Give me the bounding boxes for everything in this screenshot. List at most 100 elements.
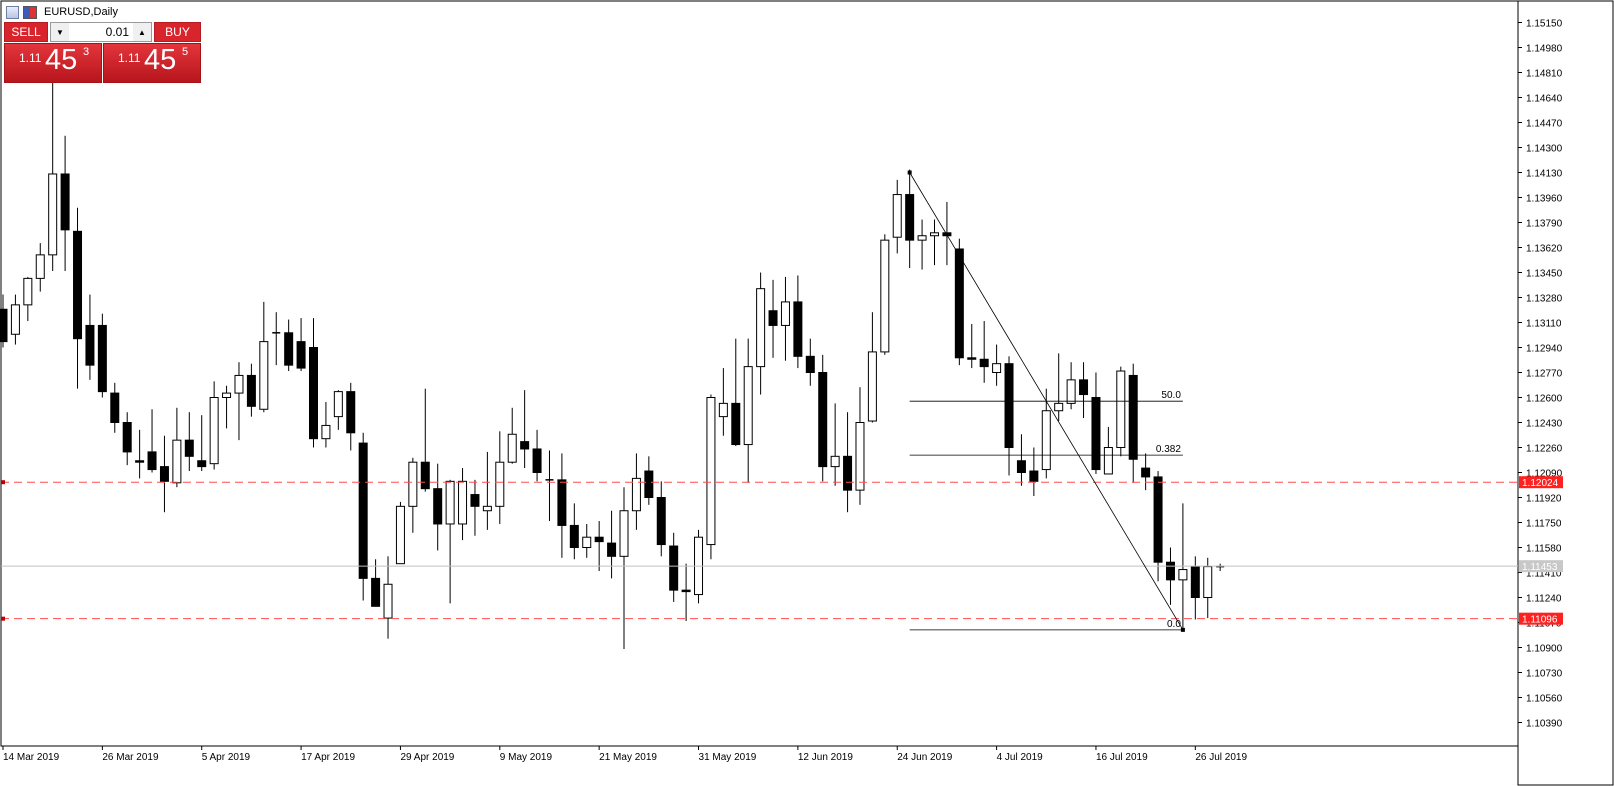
- chart-border: [0, 0, 1519, 747]
- lot-size-input[interactable]: 0.01: [105, 25, 129, 39]
- overlays-layer: 50.0 0.382 0.0: [1, 170, 1518, 632]
- candle-bear: [1128, 374, 1138, 460]
- buy-button[interactable]: BUY: [154, 22, 201, 42]
- candle-bull: [706, 397, 716, 546]
- y-tick-label: 1.14640: [1526, 94, 1563, 105]
- y-tick-label: 1.12770: [1526, 369, 1563, 380]
- candle-bear: [135, 460, 145, 463]
- candle-bear: [85, 324, 95, 366]
- candle-bear: [520, 441, 530, 450]
- candle-bull: [1203, 566, 1213, 599]
- candle-bull: [718, 402, 728, 418]
- y-tick-label: 1.13960: [1526, 194, 1563, 205]
- candle-bull: [743, 366, 753, 446]
- candle-bear: [1153, 476, 1163, 563]
- candle-bear: [159, 466, 169, 482]
- x-tick-label: 9 May 2019: [500, 752, 553, 763]
- candle-bear: [1190, 566, 1200, 599]
- candle-bull: [1054, 402, 1064, 412]
- candle-bear: [843, 455, 853, 491]
- candle-bear: [967, 357, 977, 360]
- lot-decrease-icon[interactable]: ▼: [51, 23, 69, 41]
- candle-bull: [1178, 569, 1188, 581]
- candle-bull: [48, 173, 58, 256]
- candle-bear: [905, 194, 915, 241]
- candle-bull: [867, 351, 877, 422]
- candle-bear: [979, 358, 989, 368]
- y-tick-label: 1.10390: [1526, 719, 1563, 730]
- y-tick-label: 1.13450: [1526, 269, 1563, 280]
- candle-bear: [669, 545, 679, 591]
- candle-bull: [35, 254, 45, 279]
- y-tick-label: 1.10560: [1526, 694, 1563, 705]
- candle-bear: [97, 324, 107, 393]
- y-tick-label: 1.11240: [1526, 594, 1562, 605]
- buy-price-button[interactable]: 1.11 45 5: [103, 43, 201, 83]
- level-price-label: 1.11096: [1522, 615, 1558, 626]
- candle-bull: [917, 235, 927, 241]
- current-price-label: 1.11453: [1522, 562, 1558, 573]
- candle-bear: [954, 248, 964, 359]
- candle-bull: [1041, 410, 1051, 471]
- candle-bear: [594, 536, 604, 543]
- x-tick-label: 26 Mar 2019: [102, 752, 159, 763]
- y-tick-label: 1.12600: [1526, 394, 1563, 405]
- buy-price-big: 1.11: [118, 51, 141, 65]
- candle-bull: [582, 536, 592, 548]
- y-tick-label: 1.11580: [1526, 544, 1562, 555]
- x-tick-label: 5 Apr 2019: [202, 752, 251, 763]
- sell-button[interactable]: SELL: [4, 22, 48, 42]
- candle-bull: [992, 363, 1002, 374]
- lot-size-stepper[interactable]: ▼ 0.01 ▲: [50, 22, 152, 42]
- candle-bull: [333, 391, 343, 418]
- one-click-trading-panel: SELL ▼ 0.01 ▲ BUY 1.11 45 3 1.11 45 5: [4, 22, 202, 84]
- y-tick-label: 1.14130: [1526, 169, 1563, 180]
- fibonacci-anchor: [907, 170, 912, 175]
- lot-increase-icon[interactable]: ▲: [133, 23, 151, 41]
- candle-bear: [805, 355, 815, 373]
- y-tick-label: 1.11410: [1526, 569, 1562, 580]
- candle-bear: [656, 497, 666, 546]
- candle-bear: [681, 589, 691, 593]
- symbol-flag-icon: [23, 5, 37, 19]
- chart-window-icon: [6, 5, 19, 19]
- candle-bull: [10, 304, 20, 335]
- sell-price-pips: 45: [45, 44, 78, 76]
- sell-price-button[interactable]: 1.11 45 3: [4, 43, 102, 83]
- candle-bear: [346, 391, 356, 434]
- candle-bear: [1079, 379, 1089, 396]
- candle-bull: [321, 424, 331, 440]
- y-tick-label: 1.14810: [1526, 69, 1563, 80]
- candle-bear: [433, 488, 443, 525]
- x-tick-label: 4 Jul 2019: [997, 752, 1044, 763]
- y-tick-label: 1.14300: [1526, 144, 1563, 155]
- candle-bear: [470, 494, 480, 507]
- candle-bull: [495, 461, 505, 507]
- candle-bear: [309, 347, 318, 440]
- x-tick-label: 26 Jul 2019: [1195, 752, 1247, 763]
- candle-bull: [507, 433, 517, 463]
- candle-bull: [880, 239, 890, 353]
- candle-bull: [395, 505, 405, 565]
- price-axis-border: [1517, 0, 1614, 786]
- candle-bear: [296, 341, 306, 369]
- candle-bear: [1141, 467, 1151, 478]
- candle-bull: [234, 374, 244, 394]
- x-tick-label: 12 Jun 2019: [798, 752, 853, 763]
- candle-bear: [184, 439, 194, 457]
- candle-bear: [358, 442, 368, 579]
- candle-bull: [172, 439, 182, 484]
- candle-bear: [1029, 470, 1039, 482]
- candle-bull: [222, 392, 232, 398]
- candle-bear: [557, 479, 567, 526]
- candle-bear: [197, 460, 207, 468]
- price-axis: 1.15150 1.14980 1.14810 1.14640 1.14470 1.143…: [1518, 19, 1563, 730]
- level-anchor: [1, 616, 5, 621]
- candle-bull: [892, 194, 902, 238]
- candle-bull: [619, 510, 629, 557]
- sell-price-big: 1.11: [19, 51, 42, 65]
- candle-bear: [1004, 363, 1014, 449]
- candle-bull: [1116, 370, 1126, 449]
- candle-bear: [110, 392, 120, 423]
